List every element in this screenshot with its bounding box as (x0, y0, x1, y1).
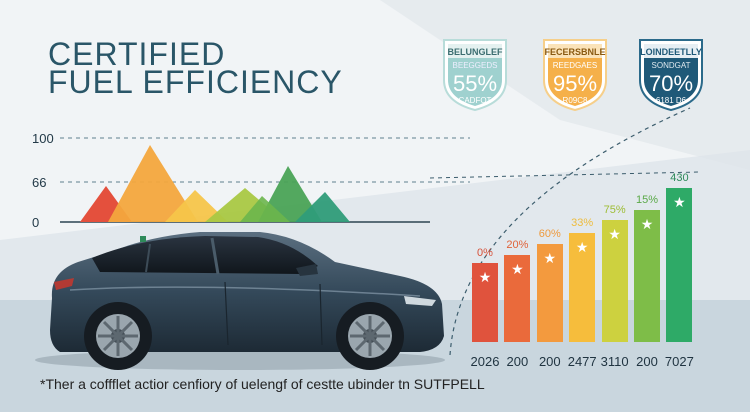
y-tick-top: 100 (32, 131, 54, 146)
shield-icon (443, 39, 507, 112)
x-tick-label: 7027 (664, 354, 694, 369)
badge-3-label: LOINDEETLLY (640, 47, 702, 57)
bar (536, 243, 563, 342)
star-icon: ★ (575, 239, 589, 256)
bar (472, 262, 498, 342)
badge-2-percent: 95% (552, 71, 598, 96)
bar (504, 254, 531, 342)
bar (666, 188, 693, 342)
x-tick-label: 3110 (600, 354, 629, 369)
bar-value-label: 33% (571, 217, 594, 230)
bar (569, 233, 596, 342)
caption-footnote: *Ther a coffflet actior cenfiory of uele… (40, 376, 485, 392)
bar-value-label: 20% (506, 238, 529, 251)
bar-value-label: 75% (603, 204, 626, 217)
shield-icon (543, 39, 607, 112)
badge-3: LOINDEETLLY SONDGAT 70% 6181 D6 (636, 36, 706, 117)
badge-2-subtitle: REEDGAES (552, 61, 598, 70)
bar (634, 209, 660, 342)
x-tick-label: 200 (538, 354, 561, 369)
bar-value-label: 0% (477, 246, 493, 259)
badge-3-footer: 6181 D6 (655, 96, 687, 105)
badge-3-percent: 70% (648, 71, 694, 96)
badge-1: BELUNGLEF BEEGGEDS 55% CADFOT (440, 36, 510, 117)
title-line-1: CERTIFIED (48, 36, 226, 72)
badge-2-footer: R09C8 (562, 96, 588, 105)
bar-value-label: 60% (538, 227, 561, 240)
star-icon: ★ (543, 249, 557, 266)
badge-1-footer: CADFOT (458, 96, 492, 105)
star-icon: ★ (608, 226, 621, 243)
bar-value-label: 15% (635, 193, 659, 206)
y-tick-middle: 66 (32, 175, 47, 190)
bar (601, 220, 628, 342)
star-icon: ★ (673, 194, 686, 211)
badge-1-percent: 55% (452, 71, 498, 96)
badge-1-label: BELUNGLEF (447, 47, 503, 57)
x-tick-label: 2026 (470, 354, 500, 369)
badge-2: FECERSBNLE REEDGAES 95% R09C8 (540, 36, 610, 117)
star-icon: ★ (478, 268, 492, 285)
peak-orange (108, 145, 198, 222)
badge-1-subtitle: BEEGGEDS (452, 61, 498, 70)
x-tick-label: 200 (636, 354, 658, 369)
star-icon: ★ (640, 215, 654, 232)
y-tick-bottom: 0 (32, 215, 40, 230)
shield-icon (639, 39, 703, 112)
peak-teal (295, 192, 350, 222)
bar-value-label: 430 (670, 172, 689, 185)
peak-yellow (165, 190, 228, 222)
title-line-2: FUEL EFFICIENCY (48, 64, 343, 100)
x-tick-label: 200 (506, 354, 529, 369)
badge-2-label: FECERSBNLE (544, 47, 606, 57)
badge-3-subtitle: SONDGAT (651, 61, 691, 70)
x-tick-label: 2477 (567, 354, 597, 369)
star-icon: ★ (511, 260, 524, 277)
peak-light-green (240, 196, 290, 222)
